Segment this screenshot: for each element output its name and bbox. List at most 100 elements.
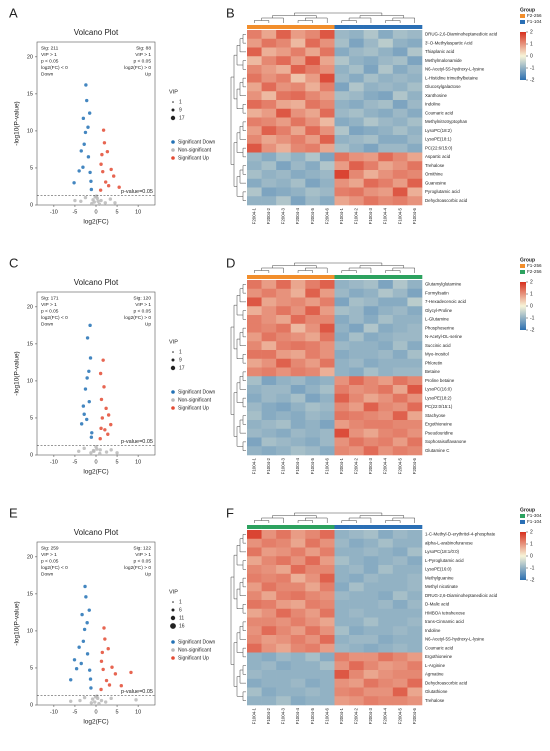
group-bar bbox=[392, 25, 408, 29]
point bbox=[82, 142, 86, 146]
row-label: N6-Acetyl-5S-hydroxy-L-lysine bbox=[425, 637, 485, 642]
heat-cell bbox=[378, 661, 394, 671]
heat-cell bbox=[247, 323, 262, 333]
heat-cell bbox=[334, 38, 350, 48]
heat-cell bbox=[290, 367, 306, 377]
heat-cell bbox=[407, 402, 423, 412]
heat-cell bbox=[305, 178, 321, 188]
point bbox=[90, 697, 95, 701]
point bbox=[129, 670, 133, 675]
colorbar-tick-label: 1 bbox=[530, 291, 533, 297]
heat-cell bbox=[261, 288, 277, 298]
heat-cell bbox=[290, 556, 306, 566]
size-legend-label: 9 bbox=[179, 107, 182, 113]
heat-cell bbox=[392, 297, 408, 307]
point bbox=[100, 650, 105, 655]
heat-cell bbox=[407, 280, 423, 290]
heat-cell bbox=[290, 635, 306, 645]
heat-cell bbox=[407, 696, 423, 706]
threshold-label: p-value=0.05 bbox=[121, 189, 153, 195]
heat-cell bbox=[290, 315, 306, 325]
heat-cell bbox=[319, 196, 335, 206]
heat-cell bbox=[349, 367, 364, 377]
heat-cell bbox=[276, 635, 292, 645]
heat-cell bbox=[349, 73, 364, 83]
heat-cell bbox=[363, 367, 379, 377]
heat-cell bbox=[349, 411, 364, 421]
point bbox=[103, 637, 107, 641]
heat-cell bbox=[290, 437, 306, 447]
heat-cell bbox=[290, 323, 306, 333]
point bbox=[102, 141, 107, 145]
heat-cell bbox=[276, 332, 292, 342]
x-tick-label: 10 bbox=[135, 209, 141, 215]
heat-cell bbox=[247, 126, 262, 136]
heat-cell bbox=[305, 678, 321, 688]
heat-cell bbox=[334, 73, 350, 83]
annotation: Down bbox=[41, 71, 54, 77]
heat-cell bbox=[349, 187, 364, 197]
heat-cell bbox=[392, 446, 408, 456]
heat-cell bbox=[261, 565, 277, 575]
heat-cell bbox=[305, 108, 321, 118]
heat-cell bbox=[378, 47, 394, 57]
heat-cell bbox=[319, 358, 335, 368]
heat-cell bbox=[363, 358, 379, 368]
heat-cell bbox=[305, 367, 321, 377]
column-label: F2004-5 bbox=[397, 707, 402, 724]
point bbox=[85, 376, 89, 380]
x-tick-label: -5 bbox=[72, 209, 77, 215]
heat-cell bbox=[290, 617, 306, 627]
heat-cell bbox=[378, 100, 394, 110]
heat-cell bbox=[349, 108, 364, 118]
heat-cell bbox=[276, 178, 292, 188]
heat-cell bbox=[290, 187, 306, 197]
heat-cell bbox=[378, 143, 394, 153]
heat-cell bbox=[305, 573, 321, 583]
heat-cell bbox=[319, 178, 335, 188]
heat-cell bbox=[319, 323, 335, 333]
column-label: F2004-5 bbox=[310, 207, 315, 224]
point bbox=[83, 130, 88, 135]
group-bar bbox=[305, 275, 321, 279]
group-bar bbox=[319, 275, 335, 279]
heat-cell bbox=[392, 170, 408, 180]
heat-cell bbox=[407, 350, 423, 360]
heat-cell bbox=[247, 108, 262, 118]
heat-cell bbox=[261, 635, 277, 645]
point bbox=[72, 181, 76, 185]
heat-cell bbox=[247, 565, 262, 575]
group-bar bbox=[247, 525, 262, 529]
y-tick-label: 15 bbox=[27, 91, 33, 97]
point bbox=[117, 185, 121, 189]
group-bar bbox=[378, 25, 394, 29]
heat-cell bbox=[392, 565, 408, 575]
heat-cell bbox=[319, 117, 335, 127]
y-tick-label: 15 bbox=[27, 341, 33, 347]
heat-cell bbox=[247, 30, 262, 40]
heat-cell bbox=[305, 635, 321, 645]
annotation: p < 0.05 bbox=[134, 58, 152, 64]
point bbox=[82, 627, 87, 632]
y-axis-label: -log10(P-value) bbox=[14, 351, 21, 395]
heat-cell bbox=[247, 573, 262, 583]
heat-cell bbox=[276, 376, 292, 386]
heat-cell bbox=[363, 196, 379, 206]
heat-cell bbox=[363, 315, 379, 325]
heat-cell bbox=[276, 608, 292, 618]
heat-cell bbox=[378, 350, 394, 360]
heat-cell bbox=[247, 117, 262, 127]
heat-cell bbox=[290, 117, 306, 127]
heat-cell bbox=[276, 626, 292, 636]
annotation: VIP > 1 bbox=[41, 552, 57, 558]
y-tick-label: 20 bbox=[27, 554, 33, 560]
heat-cell bbox=[305, 47, 321, 57]
row-label: Ergothioneine bbox=[425, 422, 453, 427]
annotation: VIP > 1 bbox=[41, 52, 57, 58]
heat-cell bbox=[378, 288, 394, 298]
heat-cell bbox=[319, 670, 335, 680]
heat-cell bbox=[290, 126, 306, 136]
row-label: N6-Acetyl-5S-hydroxy-L-lysine bbox=[425, 67, 485, 72]
row-label: Formylisatin bbox=[425, 290, 449, 295]
heat-cell bbox=[319, 393, 335, 403]
